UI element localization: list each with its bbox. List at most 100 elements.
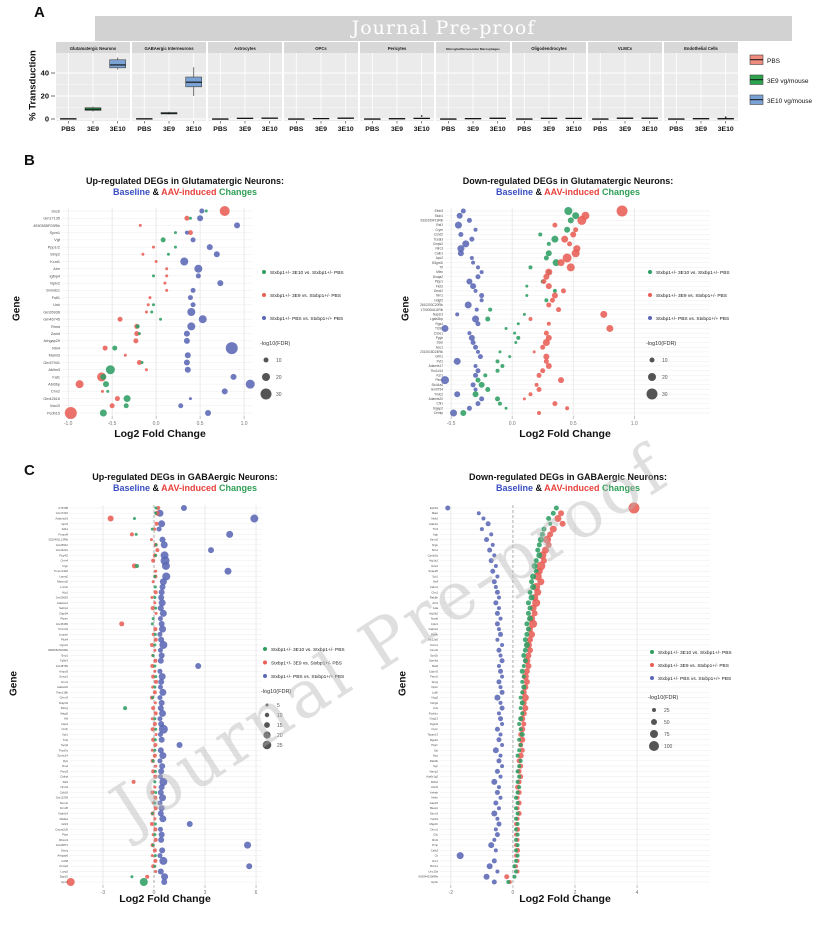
- svg-text:Airn: Airn: [53, 267, 60, 271]
- svg-text:Chrm3: Chrm3: [60, 696, 69, 700]
- svg-text:3E9: 3E9: [695, 126, 707, 133]
- svg-text:Snap25: Snap25: [428, 569, 438, 573]
- svg-text:Gpc5: Gpc5: [61, 522, 68, 526]
- svg-text:Tbc1d14: Tbc1d14: [431, 369, 444, 373]
- svg-text:Prnp: Prnp: [432, 843, 438, 847]
- svg-text:3E9: 3E9: [619, 126, 631, 133]
- b-left-dotplot: -1.0 -0.5 0.0 0.5 1.0 Sncb Gm17135 4930555F03Ri…: [33, 206, 344, 427]
- svg-text:Ttc3: Ttc3: [433, 527, 439, 531]
- svg-text:10: 10: [662, 358, 668, 364]
- svg-text:Gphn: Gphn: [431, 880, 438, 884]
- b-right-title-line2: Baseline & AAV-induced Changes: [438, 187, 698, 198]
- svg-text:Uchl1: Uchl1: [431, 785, 439, 789]
- svg-text:Fat1: Fat1: [52, 375, 60, 379]
- svg-text:Mapt: Mapt: [432, 511, 438, 515]
- svg-text:Cdh8: Cdh8: [61, 859, 68, 863]
- svg-text:Srgap2: Srgap2: [433, 406, 444, 410]
- svg-text:-3: -3: [101, 890, 106, 896]
- panel-b-label: B: [24, 152, 35, 169]
- svg-text:Mal2: Mal2: [432, 664, 439, 668]
- svg-text:Nptxr: Nptxr: [431, 685, 438, 689]
- svg-text:Gm37941: Gm37941: [43, 361, 60, 365]
- svg-text:Stxbp1+/- 3E9 vs. Stxbp1+/- PB: Stxbp1+/- 3E9 vs. Stxbp1+/- PBS: [658, 663, 729, 669]
- title-part: AAV-induced: [544, 483, 600, 493]
- svg-text:Stxbp1+/- 3E10 vs. Stxbp1+/- P: Stxbp1+/- 3E10 vs. Stxbp1+/- PBS: [270, 270, 344, 276]
- svg-text:Sik3: Sik3: [63, 780, 69, 784]
- svg-text:Basp1: Basp1: [430, 806, 438, 810]
- svg-text:Ptprt: Ptprt: [62, 833, 68, 837]
- svg-text:Adamts19: Adamts19: [55, 517, 68, 521]
- c-right-x-axis-label: Log2 Fold Change: [519, 893, 611, 905]
- svg-text:3E9: 3E9: [239, 126, 251, 133]
- title-part: Changes: [216, 187, 258, 197]
- svg-text:Gda: Gda: [433, 606, 439, 610]
- svg-text:2: 2: [574, 890, 577, 896]
- svg-text:Chl1: Chl1: [436, 402, 443, 406]
- svg-text:C79798: C79798: [58, 506, 68, 510]
- dots: [66, 505, 259, 886]
- svg-text:Grip1: Grip1: [61, 653, 68, 657]
- svg-text:Mdh1: Mdh1: [431, 780, 438, 784]
- svg-text:Rims1: Rims1: [430, 864, 438, 868]
- title-part: Changes: [216, 483, 258, 493]
- svg-text:Tubb3: Tubb3: [430, 817, 438, 821]
- svg-text:Cmpk2: Cmpk2: [433, 242, 443, 246]
- svg-text:Hdgf2: Hdgf2: [434, 298, 443, 302]
- title-part: Baseline: [112, 187, 150, 197]
- c-right-gene-axis-label: Gene: [397, 671, 409, 697]
- svg-text:Gm26871: Gm26871: [56, 843, 69, 847]
- svg-text:25: 25: [277, 743, 283, 749]
- svg-text:Slc8a1: Slc8a1: [59, 817, 68, 821]
- svg-text:10: 10: [276, 358, 282, 364]
- svg-text:-2: -2: [449, 890, 454, 896]
- svg-text:0: 0: [512, 890, 515, 896]
- svg-text:Smndc1: Smndc1: [46, 289, 60, 293]
- facet-microglia-perivascular-macrophages: Microglia/Perivascular Macrophages PBS 3E9…: [436, 42, 510, 133]
- svg-text:9330159F19Rik: 9330159F19Rik: [420, 219, 443, 223]
- svg-text:3E10: 3E10: [490, 126, 506, 133]
- svg-text:Mlec: Mlec: [436, 270, 443, 274]
- svg-text:3E10: 3E10: [566, 126, 582, 133]
- svg-text:Cit: Cit: [435, 854, 439, 858]
- svg-text:Magi2: Magi2: [60, 711, 68, 715]
- svg-text:Adamts1: Adamts1: [57, 601, 68, 605]
- svg-text:Dmxl2: Dmxl2: [434, 289, 443, 293]
- svg-text:2900052N01Rik: 2900052N01Rik: [48, 648, 69, 652]
- svg-text:Gria1: Gria1: [431, 564, 438, 568]
- svg-text:Gm26936: Gm26936: [43, 310, 60, 314]
- svg-text:Maml3: Maml3: [49, 354, 60, 358]
- svg-text:Adarb1: Adarb1: [429, 522, 438, 526]
- svg-text:Oxr1: Oxr1: [432, 859, 439, 863]
- svg-text:Ctdspl: Ctdspl: [60, 775, 68, 779]
- svg-text:Tmtc2: Tmtc2: [434, 392, 443, 396]
- svg-text:Gpm6a: Gpm6a: [429, 659, 439, 663]
- svg-text:Abi3bp: Abi3bp: [48, 382, 60, 386]
- svg-text:Gm45183: Gm45183: [56, 622, 69, 626]
- svg-text:Dsel: Dsel: [437, 341, 444, 345]
- svg-text:Lama2: Lama2: [59, 574, 68, 578]
- svg-text:3E10: 3E10: [338, 126, 354, 133]
- svg-text:Cgref1: Cgref1: [60, 643, 69, 647]
- svg-text:Ptma: Ptma: [436, 378, 444, 382]
- svg-text:Sorcs1: Sorcs1: [59, 675, 68, 679]
- svg-text:3E10: 3E10: [110, 126, 126, 133]
- svg-text:Luzp2: Luzp2: [60, 869, 68, 873]
- svg-text:Adamts5: Adamts5: [57, 685, 68, 689]
- b-right-title: Down-regulated DEGs in Glutamatergic Neu…: [438, 176, 698, 198]
- svg-text:Ncald: Ncald: [431, 617, 439, 621]
- svg-text:Gfm1: Gfm1: [435, 355, 443, 359]
- svg-text:0: 0: [45, 115, 49, 124]
- svg-text:3E9: 3E9: [543, 126, 555, 133]
- svg-text:Nefm: Nefm: [431, 796, 438, 800]
- svg-text:Aco1: Aco1: [436, 345, 443, 349]
- b-left-title-line1: Up-regulated DEGs in Glutamatergic Neuro…: [85, 176, 285, 186]
- svg-text:Galnt14: Galnt14: [58, 812, 68, 816]
- svg-text:Tmem132d: Tmem132d: [54, 569, 69, 573]
- svg-text:-log10(FDR): -log10(FDR): [260, 341, 290, 347]
- svg-text:Tgfbr3: Tgfbr3: [60, 659, 69, 663]
- svg-text:Stxbp1+/- PBS vs. Stxbp1+/+ PB: Stxbp1+/- PBS vs. Stxbp1+/+ PBS: [270, 316, 343, 322]
- svg-text:OPCs: OPCs: [315, 46, 327, 51]
- svg-text:Lgals3bp: Lgals3bp: [430, 317, 443, 321]
- svg-text:Stxbp1+/- 3E9 vs. Stxbp1+/- PB: Stxbp1+/- 3E9 vs. Stxbp1+/- PBS: [656, 293, 727, 299]
- svg-text:Calb2: Calb2: [431, 848, 439, 852]
